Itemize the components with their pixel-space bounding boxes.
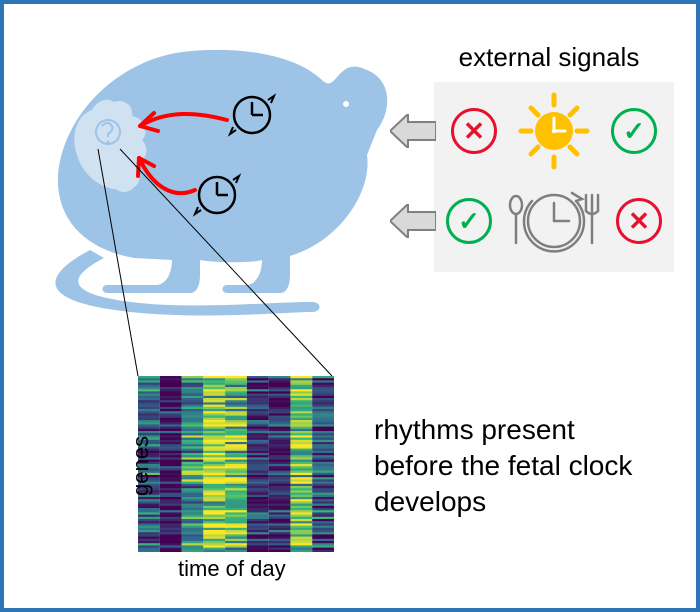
heatmap-xlabel: time of day bbox=[178, 556, 286, 582]
external-signals-title: external signals bbox=[434, 42, 664, 73]
heatmap-ylabel: genes bbox=[128, 436, 154, 496]
figure-frame: external signals ✕ bbox=[0, 0, 700, 612]
food-clock-icon bbox=[504, 181, 604, 261]
external-signals-panel: ✕ bbox=[434, 82, 674, 272]
sun-clock-icon bbox=[509, 91, 599, 171]
figure-caption: rhythms present before the fetal clock d… bbox=[374, 412, 632, 519]
signal-row-food: ✓ bbox=[434, 186, 674, 256]
gene-expression-heatmap bbox=[138, 376, 334, 552]
check-icon: ✓ bbox=[446, 198, 492, 244]
cross-icon: ✕ bbox=[451, 108, 497, 154]
signal-row-light: ✕ bbox=[434, 96, 674, 166]
check-icon: ✓ bbox=[611, 108, 657, 154]
caption-line: rhythms present bbox=[374, 412, 632, 448]
caption-line: before the fetal clock bbox=[374, 448, 632, 484]
callout-lines bbox=[4, 4, 404, 424]
cross-icon: ✕ bbox=[616, 198, 662, 244]
caption-line: develops bbox=[374, 484, 632, 520]
